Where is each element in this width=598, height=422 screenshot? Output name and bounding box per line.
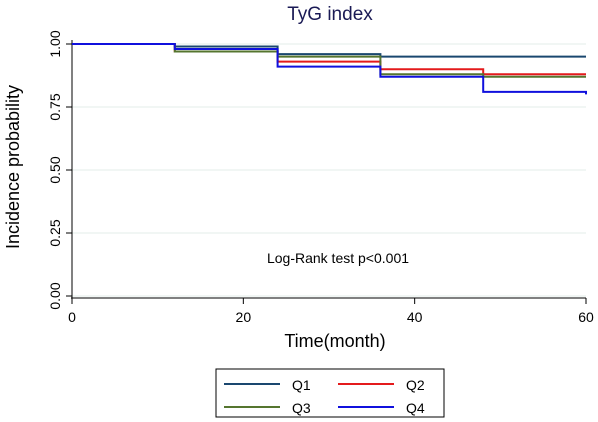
x-tick-label-0: 0: [68, 309, 76, 325]
x-tick-label-1: 20: [236, 309, 252, 325]
y-axis-ticks: 0.00 0.25 0.50 0.75 1.00: [47, 30, 72, 310]
legend-box: [215, 368, 445, 418]
legend-label-q4: Q4: [406, 400, 425, 416]
y-tick-label-0: 0.00: [47, 282, 63, 309]
x-axis-ticks: 0 20 40 60: [68, 298, 594, 325]
x-tick-label-3: 60: [578, 309, 594, 325]
series-lines: [72, 43, 587, 95]
chart-title: TyG index: [287, 4, 373, 25]
x-axis-title: Time(month): [284, 331, 385, 351]
series-line-q4: [72, 43, 587, 95]
legend-label-q3: Q3: [292, 400, 311, 416]
y-axis-title: Incidence probability: [3, 85, 23, 249]
x-tick-label-2: 40: [407, 309, 423, 325]
y-tick-label-1: 0.25: [47, 219, 63, 246]
y-tick-label-3: 0.75: [47, 93, 63, 120]
y-tick-label-2: 0.50: [47, 156, 63, 183]
y-tick-label-4: 1.00: [47, 30, 63, 57]
legend-label-q1: Q1: [292, 377, 311, 393]
axes: [71, 40, 586, 299]
legend: Q1 Q2 Q3 Q4: [215, 368, 445, 418]
log-rank-annotation: Log-Rank test p<0.001: [267, 250, 409, 266]
legend-label-q2: Q2: [406, 377, 425, 393]
